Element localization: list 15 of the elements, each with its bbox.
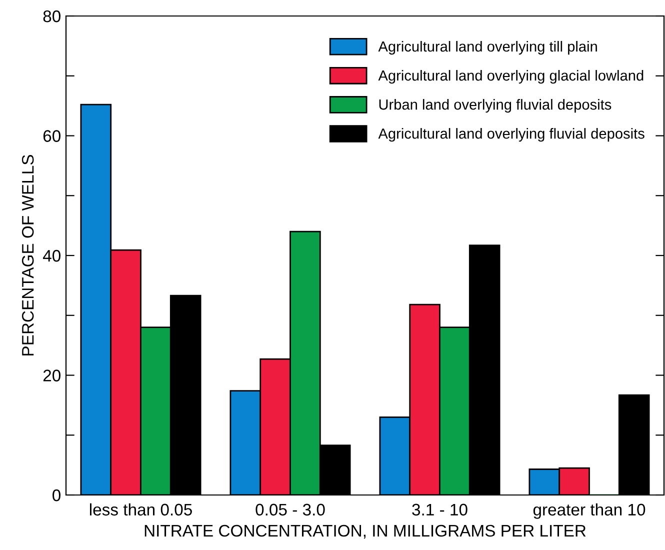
y-tick-label: 20 xyxy=(43,370,60,382)
y-axis-title: PERCENTAGE OF WELLS xyxy=(22,155,34,356)
y-tick-label: 40 xyxy=(42,250,60,262)
legend-label: Agricultural land overlying till plain xyxy=(378,40,597,55)
legend-label: Agricultural land overlying glacial lowland xyxy=(378,70,644,84)
y-tick-label: 0 xyxy=(52,489,60,502)
y-tick-label: 80 xyxy=(43,10,60,22)
legend-label: Agricultural land overlying fluvial deposits xyxy=(378,128,644,142)
x-tick-label: greater than 10 xyxy=(533,503,646,519)
x-tick-label: less than 0.05 xyxy=(90,503,192,516)
x-tick-label: 3.1 - 10 xyxy=(412,504,468,516)
legend-label: Urban land overlying fluvial deposits xyxy=(379,99,612,113)
y-tick-label: 60 xyxy=(43,130,60,142)
x-axis-title: NITRATE CONCENTRATION, IN MILLIGRAMS PER LITER xyxy=(144,524,586,539)
x-tick-label: 0.05 - 3.0 xyxy=(256,504,325,516)
